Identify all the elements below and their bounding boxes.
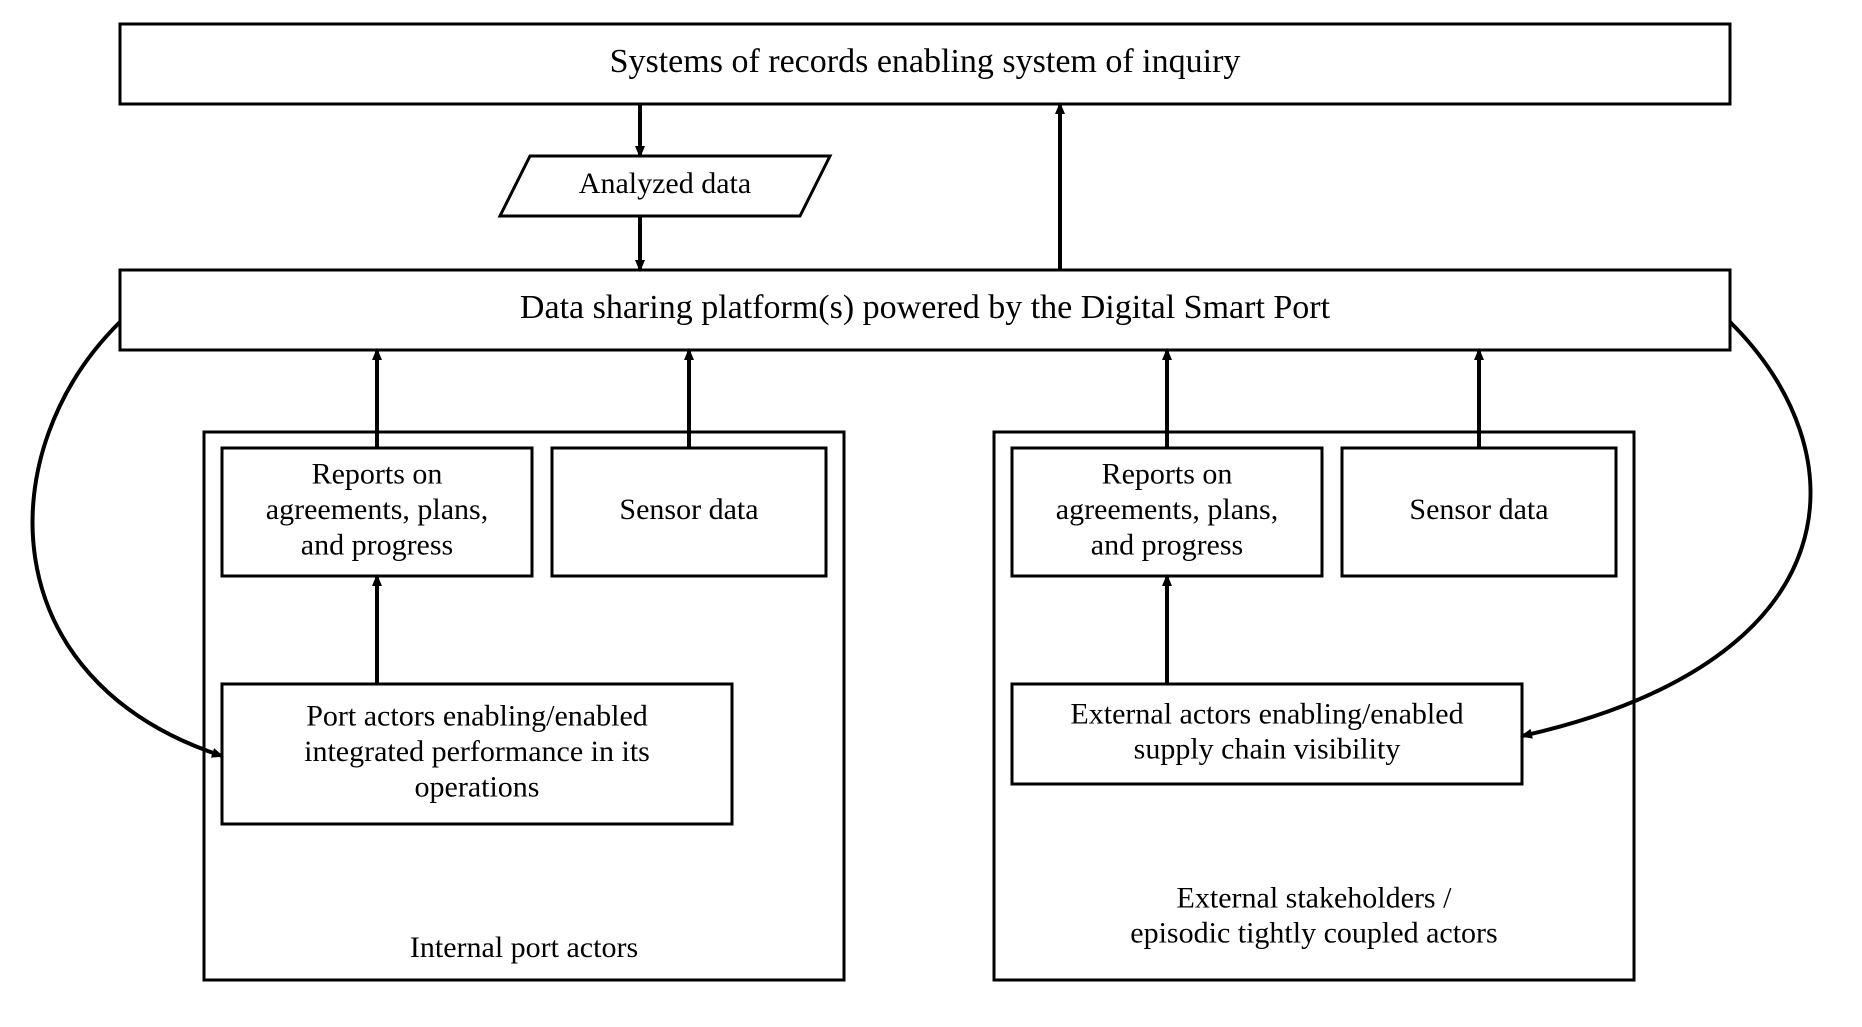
- container-external_container-label: External stakeholders /episodic tightly …: [1130, 881, 1497, 949]
- flowchart-canvas: Systems of records enabling system of in…: [0, 0, 1862, 1027]
- node-ext_sensor-label: Sensor data: [1409, 493, 1548, 526]
- node-int_sensor-label: Sensor data: [619, 493, 758, 526]
- node-platform-label: Data sharing platform(s) powered by the …: [520, 289, 1331, 326]
- curve-platform-to-int_actors-left: [33, 322, 222, 756]
- node-top-label: Systems of records enabling system of in…: [610, 43, 1241, 80]
- container-internal_container-label: Internal port actors: [410, 931, 638, 964]
- node-analyzed-label: Analyzed data: [579, 167, 751, 200]
